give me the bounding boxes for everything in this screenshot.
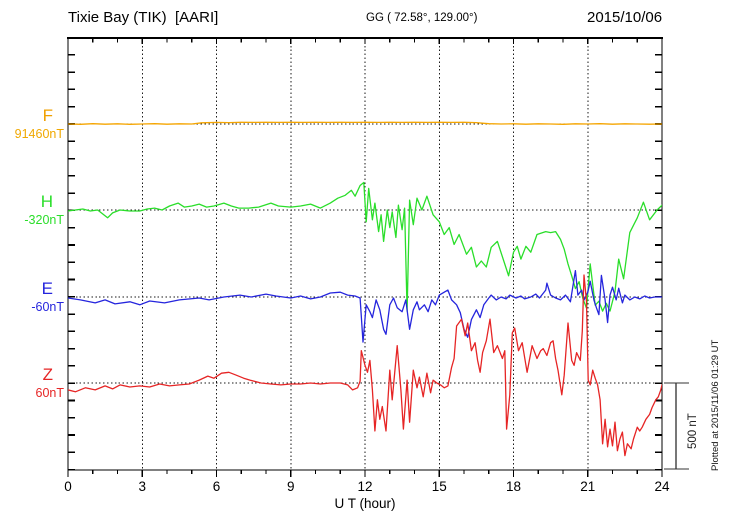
svg-text:18: 18 xyxy=(506,479,521,494)
channel-label-h: H xyxy=(40,192,53,211)
svg-text:6: 6 xyxy=(213,479,221,494)
svg-text:24: 24 xyxy=(654,479,670,494)
observation-date: 2015/10/06 xyxy=(587,9,663,26)
svg-text:0: 0 xyxy=(64,479,72,494)
channel-baseline-h: -320nT xyxy=(24,213,64,227)
channel-baseline-e: -60nT xyxy=(31,300,64,314)
geographic-coordinates: GG ( 72.58°, 129.00°) xyxy=(366,12,478,24)
x-axis-title: U T (hour) xyxy=(334,496,396,511)
scale-bar-label: 500 nT xyxy=(687,413,699,449)
channel-baseline-z: 60nT xyxy=(35,386,65,400)
channel-label-z: Z xyxy=(42,365,53,384)
svg-text:21: 21 xyxy=(580,479,595,494)
station-title: Tixie Bay (TIK) [AARI] xyxy=(68,9,219,26)
channel-label-e: E xyxy=(41,279,53,298)
svg-text:15: 15 xyxy=(432,479,447,494)
svg-text:9: 9 xyxy=(287,479,295,494)
channel-baseline-f: 91460nT xyxy=(14,127,64,141)
plotted-at-note: Plotted at 2015/11/06 01:29 UT xyxy=(710,339,721,471)
channel-label-f: F xyxy=(42,106,53,125)
svg-text:3: 3 xyxy=(138,479,146,494)
svg-text:12: 12 xyxy=(357,479,372,494)
